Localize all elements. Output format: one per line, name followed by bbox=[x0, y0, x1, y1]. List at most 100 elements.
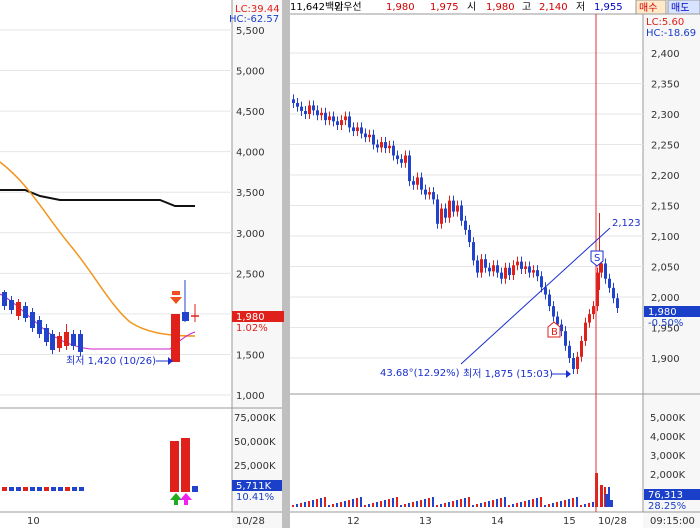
right-volume-bar bbox=[380, 501, 382, 507]
right-candle-body bbox=[616, 298, 619, 308]
left-volume-axis: 75,000K 50,000K 25,000K bbox=[234, 413, 276, 472]
right-volume-bar bbox=[312, 500, 314, 507]
right-volume-bar bbox=[368, 504, 370, 507]
right-min-arrow-head bbox=[566, 370, 571, 378]
left-candle-body bbox=[44, 328, 49, 342]
right-volume-bar bbox=[532, 499, 534, 507]
time-label: 09:15:00 bbox=[650, 516, 695, 527]
right-candle-body bbox=[596, 272, 599, 307]
right-candle-body bbox=[428, 192, 431, 195]
right-candle-body bbox=[376, 144, 379, 148]
left-volume-bar bbox=[51, 487, 56, 491]
left-vol-pct: 10.41% bbox=[236, 492, 274, 503]
right-volume-bar bbox=[516, 503, 518, 507]
right-candle-body bbox=[348, 116, 351, 128]
left-volume-bar bbox=[16, 487, 21, 491]
right-volume-bar bbox=[324, 497, 326, 507]
header-field: 고 bbox=[522, 2, 531, 13]
left-volume-bars bbox=[2, 438, 198, 492]
right-volume-bar bbox=[392, 498, 394, 507]
left-candle-body bbox=[9, 300, 14, 310]
left-up-arrow-magenta-icon bbox=[180, 493, 192, 505]
right-volume-bar bbox=[564, 500, 566, 507]
right-volume-bar bbox=[400, 505, 402, 507]
right-candle-body bbox=[456, 205, 459, 212]
sell-button-label: 매도 bbox=[671, 2, 689, 14]
trend-line[interactable] bbox=[460, 227, 611, 365]
left-y-tick: 5,000 bbox=[236, 67, 265, 78]
right-volume-bar bbox=[464, 498, 466, 507]
right-volume-bar bbox=[440, 504, 442, 507]
right-candle-body bbox=[556, 316, 559, 325]
right-volume-bar bbox=[540, 497, 542, 507]
right-y-axis: 2,400 2,350 2,300 2,250 2,200 2,150 2,100 2,050… bbox=[651, 49, 680, 365]
right-y-tick: 2,100 bbox=[651, 232, 680, 243]
left-candle-body bbox=[50, 334, 55, 350]
right-y-tick: 2,250 bbox=[651, 141, 680, 152]
right-volume-bar bbox=[428, 498, 430, 507]
left-candle-body bbox=[171, 314, 180, 362]
left-y-tick: 1,000 bbox=[236, 391, 265, 402]
right-candle-body bbox=[380, 142, 383, 148]
right-volume-bar bbox=[568, 499, 570, 507]
left-candle-body bbox=[71, 334, 76, 346]
right-volume-bar bbox=[456, 500, 458, 507]
header-field: 1,975 bbox=[430, 2, 459, 13]
left-volume-bar bbox=[192, 486, 198, 492]
left-volume-bar bbox=[65, 487, 70, 491]
right-candle-body bbox=[492, 265, 495, 272]
right-volume-bar bbox=[316, 499, 318, 507]
right-candle-body bbox=[524, 266, 527, 269]
right-candle-body bbox=[460, 205, 463, 221]
right-volume-bar bbox=[452, 501, 454, 507]
right-candle-body bbox=[320, 112, 323, 116]
right-price-panel bbox=[290, 14, 643, 394]
right-candle-body bbox=[436, 199, 439, 224]
right-candle-body bbox=[600, 263, 603, 273]
right-candle-body bbox=[584, 322, 587, 341]
buy-marker[interactable]: B bbox=[547, 321, 561, 338]
right-candle-body bbox=[472, 242, 475, 261]
splitter[interactable] bbox=[282, 0, 290, 528]
right-candle-body bbox=[520, 261, 523, 269]
right-volume-bar bbox=[416, 501, 418, 507]
right-volume-bar bbox=[444, 503, 446, 507]
right-volume-bar bbox=[372, 503, 374, 507]
right-volume-bar bbox=[436, 505, 438, 507]
buy-button[interactable] bbox=[635, 0, 667, 15]
left-y-tick: 2,500 bbox=[236, 269, 265, 280]
right-volume-bar bbox=[388, 499, 390, 507]
right-candle-body bbox=[404, 155, 407, 163]
right-candle-body bbox=[344, 116, 347, 121]
sell-marker[interactable]: S bbox=[590, 250, 604, 267]
right-candle-body bbox=[488, 267, 491, 272]
right-vol-badge: 76,313 bbox=[648, 490, 683, 501]
left-vol-badge: 5,711K bbox=[236, 481, 272, 492]
right-candle-body bbox=[292, 99, 295, 104]
right-y-tick: 1,900 bbox=[651, 354, 680, 365]
right-candle-body bbox=[364, 133, 367, 138]
left-candle-body bbox=[30, 312, 35, 328]
right-y-tick: 2,150 bbox=[651, 202, 680, 213]
right-candle-body bbox=[568, 345, 571, 358]
sell-marker-shape bbox=[590, 250, 604, 267]
right-vol-tick: 2,000K bbox=[650, 470, 686, 481]
right-price-badge: 1,980 bbox=[648, 307, 677, 318]
right-volume-bar bbox=[544, 505, 546, 507]
right-volume-bar bbox=[328, 505, 330, 507]
right-volume-bar bbox=[480, 503, 482, 507]
right-candle-body bbox=[400, 159, 403, 163]
trend-angle-label: 43.68°(12.92%) bbox=[380, 368, 460, 379]
left-min-arrow-head bbox=[168, 357, 173, 365]
right-candle-body bbox=[504, 267, 507, 279]
right-volume-bar bbox=[484, 502, 486, 507]
right-volume-bar bbox=[344, 501, 346, 507]
right-volume-bar bbox=[472, 505, 474, 507]
sell-button[interactable] bbox=[667, 0, 700, 15]
right-volume-bar bbox=[580, 505, 582, 507]
right-candle-body bbox=[432, 192, 435, 200]
right-candle-body bbox=[612, 287, 615, 299]
right-volume-bar bbox=[572, 498, 574, 507]
left-volume-bar bbox=[79, 487, 84, 491]
